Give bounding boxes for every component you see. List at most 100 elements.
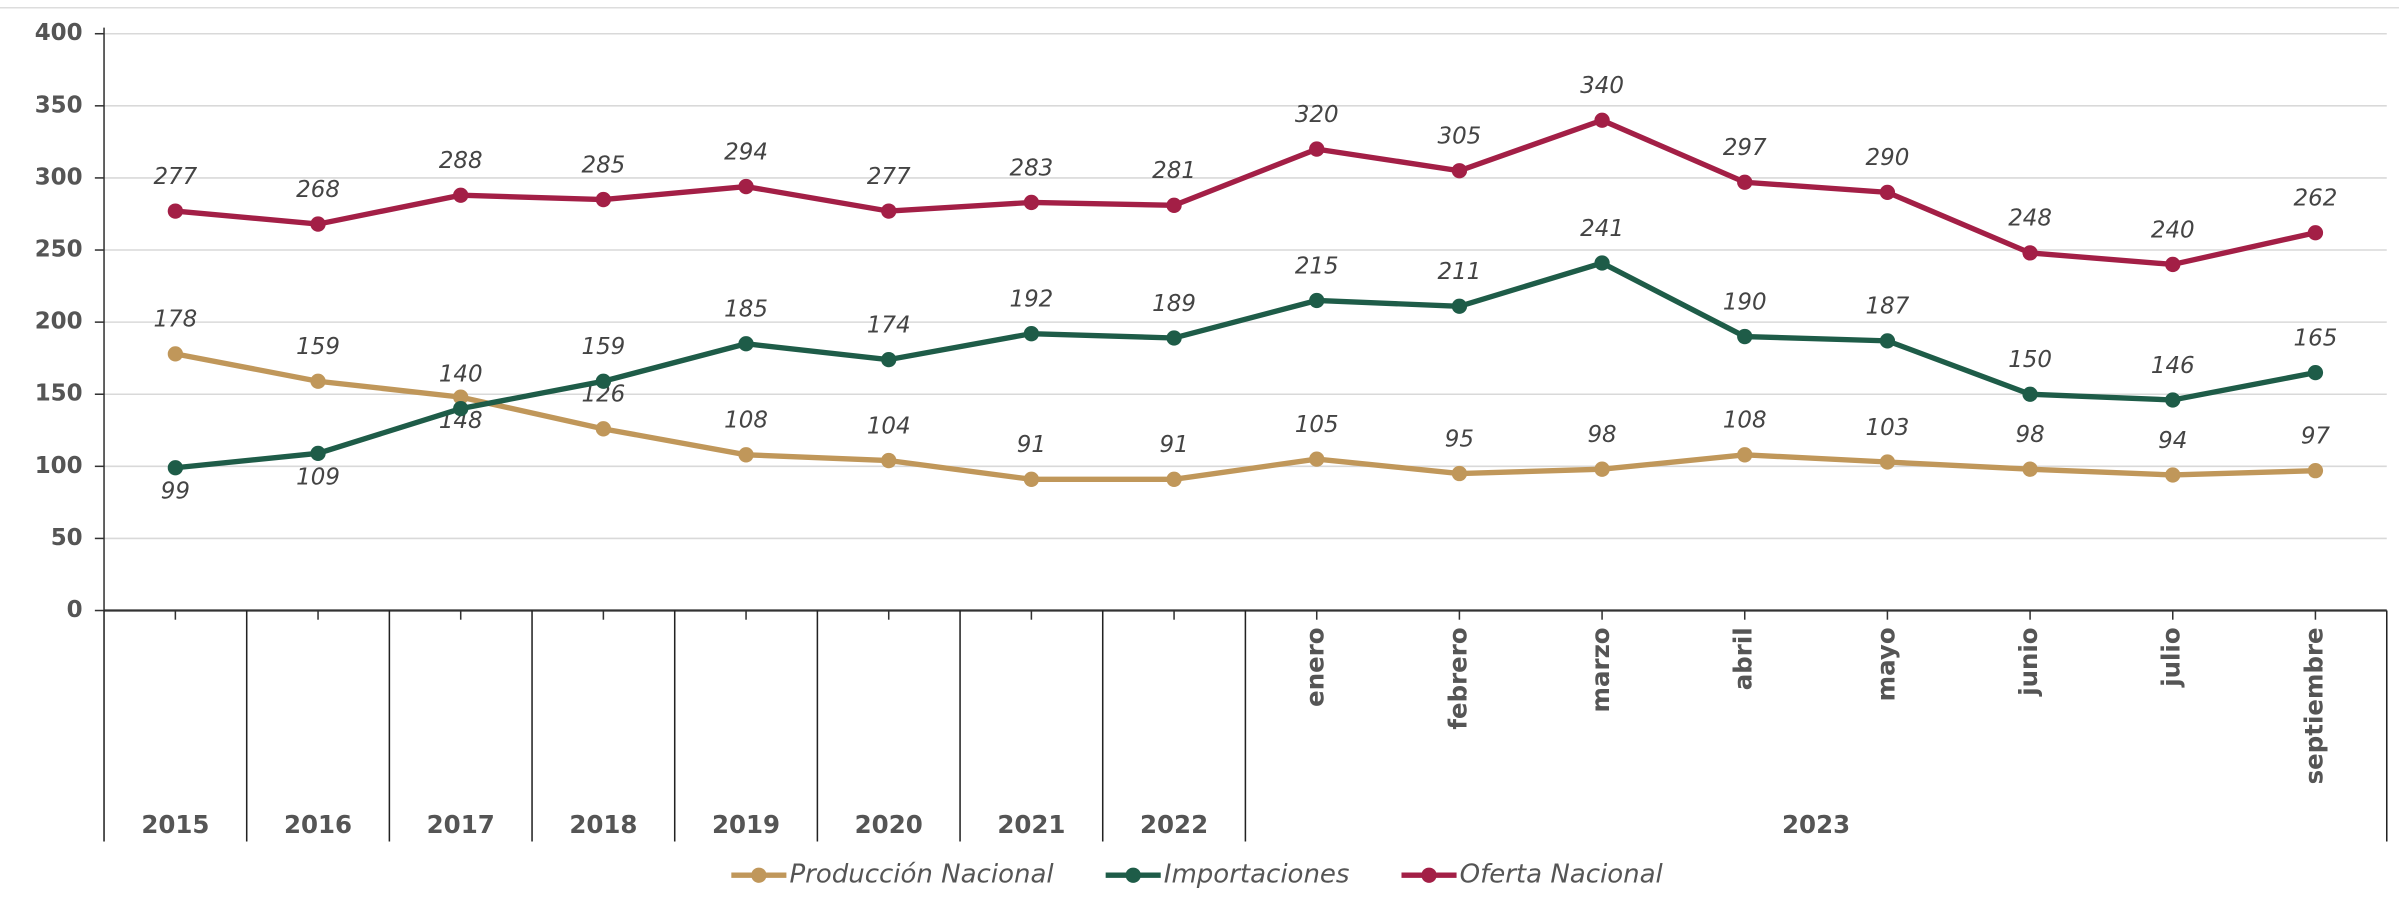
- point: [2307, 463, 2324, 479]
- legend-label: Oferta Nacional: [1460, 860, 1664, 890]
- data-label: 159: [296, 334, 340, 360]
- x-tick-label: 2016: [284, 810, 352, 839]
- x-tick-label: 2021: [997, 810, 1065, 839]
- point: [2307, 225, 2324, 241]
- y-tick-label: 350: [35, 92, 83, 118]
- data-label: 98: [1587, 422, 1616, 448]
- data-label: 103: [1866, 415, 1910, 441]
- data-label: 94: [2158, 428, 2187, 454]
- point: [738, 336, 754, 352]
- point: [1451, 163, 1468, 179]
- point: [1451, 298, 1468, 314]
- point: [1737, 328, 1753, 345]
- x-tick-label: marzo: [1586, 627, 1615, 712]
- point: [1594, 112, 1610, 128]
- point: [1023, 326, 1040, 342]
- data-label: 290: [1866, 145, 1910, 171]
- data-label: 140: [439, 361, 483, 387]
- data-label: 305: [1438, 124, 1482, 150]
- point: [595, 191, 612, 208]
- point: [453, 187, 469, 203]
- point: [1309, 292, 1325, 309]
- data-label: 178: [153, 307, 197, 333]
- data-label: 240: [2151, 217, 2195, 243]
- point: [595, 421, 612, 437]
- data-label: 281: [1152, 158, 1196, 184]
- legend-marker: [1125, 867, 1141, 883]
- point: [1166, 197, 1182, 213]
- point: [310, 445, 326, 461]
- data-label: 98: [2015, 422, 2044, 448]
- group-label: 2023: [1782, 810, 1850, 839]
- point: [1309, 451, 1325, 467]
- point: [453, 389, 469, 405]
- legend-marker: [1421, 867, 1437, 883]
- point: [1879, 333, 1896, 349]
- x-tick-label: julio: [2157, 627, 2186, 687]
- data-label: 241: [1580, 216, 1624, 242]
- x-tick-label: febrero: [1443, 627, 1472, 729]
- point: [1166, 330, 1182, 346]
- point: [2022, 245, 2038, 261]
- data-label: 150: [2008, 347, 2052, 373]
- point: [1879, 184, 1896, 200]
- point: [2165, 256, 2181, 273]
- point: [1737, 174, 1753, 190]
- data-label: 95: [1445, 426, 1474, 452]
- point: [2022, 386, 2038, 402]
- data-label: 285: [581, 152, 625, 178]
- point: [1023, 194, 1040, 211]
- point: [1594, 461, 1610, 477]
- legend: Producción Nacional Importaciones Oferta N…: [731, 860, 1664, 890]
- data-label: 283: [1010, 155, 1054, 181]
- point: [1451, 465, 1468, 482]
- y-tick-label: 100: [35, 453, 83, 479]
- data-label: 215: [1295, 253, 1339, 279]
- data-label: 187: [1866, 294, 1910, 320]
- data-label: 159: [581, 334, 625, 360]
- data-label: 190: [1723, 289, 1767, 315]
- point: [2165, 392, 2181, 408]
- data-label: 277: [153, 164, 197, 190]
- point: [1166, 471, 1182, 487]
- data-label: 189: [1152, 291, 1196, 317]
- x-tick-label: 2020: [855, 810, 923, 839]
- point: [738, 447, 754, 463]
- x-tick-label: enero: [1301, 627, 1330, 707]
- data-label: 248: [2008, 206, 2052, 232]
- data-label: 99: [161, 479, 190, 505]
- point: [881, 203, 897, 219]
- y-tick-label: 150: [35, 381, 83, 407]
- y-tick-label: 250: [35, 237, 83, 263]
- point: [1879, 454, 1896, 470]
- point: [1309, 141, 1325, 157]
- x-tick-label: junio: [2014, 627, 2043, 696]
- point: [738, 178, 754, 195]
- point: [310, 373, 326, 389]
- x-tick-label: mayo: [1871, 627, 1900, 701]
- point: [167, 460, 184, 476]
- point: [1023, 471, 1040, 487]
- x-tick-label: 2015: [141, 810, 209, 839]
- data-label: 108: [724, 408, 768, 434]
- point: [167, 346, 184, 362]
- x-tick-label: 2018: [569, 810, 637, 839]
- point: [881, 351, 897, 368]
- data-label: 294: [724, 139, 768, 165]
- series-line: [175, 260, 2316, 471]
- data-label: 146: [2151, 353, 2195, 379]
- data-label: 277: [867, 164, 911, 190]
- data-label: 268: [296, 177, 340, 203]
- point: [1594, 255, 1610, 271]
- point: [2307, 364, 2324, 381]
- point: [881, 452, 897, 469]
- data-label: 91: [1159, 432, 1188, 458]
- point: [453, 400, 469, 417]
- y-tick-label: 0: [67, 597, 83, 623]
- point: [2022, 461, 2038, 477]
- point: [310, 216, 326, 232]
- data-label: 105: [1295, 412, 1339, 438]
- legend-label: Importaciones: [1164, 860, 1350, 890]
